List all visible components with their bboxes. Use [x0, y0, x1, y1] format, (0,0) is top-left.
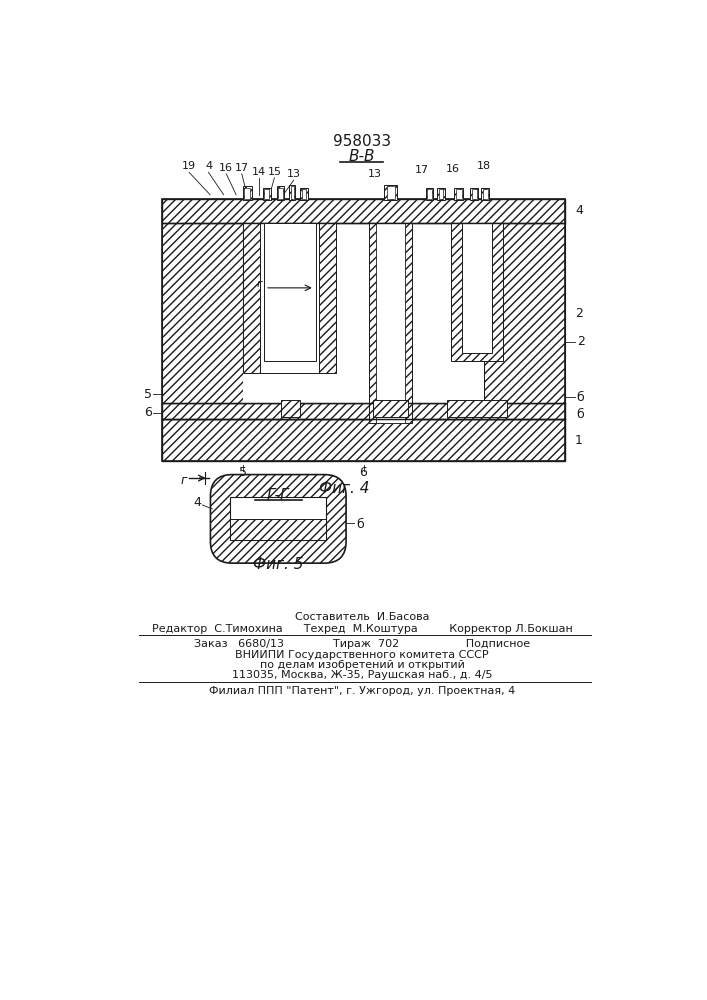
- Text: 16: 16: [219, 163, 233, 173]
- Bar: [300, 188, 308, 200]
- Bar: [472, 189, 477, 199]
- Bar: [264, 189, 269, 199]
- Text: 4: 4: [193, 496, 201, 509]
- Text: Редактор  С.Тимохина      Техред  М.Коштура         Корректор Л.Бокшан: Редактор С.Тимохина Техред М.Коштура Кор…: [151, 624, 573, 634]
- Text: 2: 2: [577, 335, 585, 348]
- Text: б: б: [356, 518, 363, 531]
- Bar: [448, 400, 507, 417]
- Text: 5: 5: [240, 466, 247, 479]
- Text: ВНИИПИ Государственного комитета СССР: ВНИИПИ Государственного комитета СССР: [235, 650, 489, 660]
- Bar: [230, 497, 327, 540]
- Bar: [264, 223, 316, 361]
- Bar: [162, 223, 243, 403]
- Text: В-В: В-В: [349, 149, 375, 164]
- Bar: [289, 185, 296, 200]
- Bar: [276, 186, 284, 200]
- Bar: [162, 199, 565, 461]
- Bar: [426, 188, 433, 200]
- Bar: [260, 223, 320, 373]
- Text: Филиал ППП "Патент", г. Ужгород, ул. Проектная, 4: Филиал ППП "Патент", г. Ужгород, ул. Про…: [209, 686, 515, 696]
- Text: 18: 18: [477, 161, 491, 171]
- Text: 4: 4: [575, 204, 583, 217]
- Bar: [451, 223, 503, 361]
- Bar: [387, 186, 395, 199]
- Text: Г-Г: Г-Г: [267, 488, 289, 503]
- Text: 113035, Москва, Ж-35, Раушская наб., д. 4/5: 113035, Москва, Ж-35, Раушская наб., д. …: [232, 670, 492, 680]
- Text: 17: 17: [235, 163, 249, 173]
- Text: г: г: [181, 474, 187, 487]
- Bar: [301, 189, 306, 199]
- Bar: [454, 188, 464, 200]
- Bar: [279, 188, 283, 199]
- Text: Фиг. 4: Фиг. 4: [319, 481, 369, 496]
- Bar: [243, 186, 252, 200]
- Bar: [243, 223, 484, 403]
- Text: 15: 15: [267, 167, 281, 177]
- Text: Заказ   6680/13              Тираж  702                   Подписное: Заказ 6680/13 Тираж 702 Подписное: [194, 639, 530, 649]
- Bar: [373, 400, 409, 417]
- Bar: [162, 419, 565, 461]
- Bar: [470, 188, 478, 200]
- FancyBboxPatch shape: [211, 475, 346, 563]
- Bar: [263, 188, 271, 200]
- Bar: [438, 189, 443, 199]
- Bar: [291, 186, 293, 199]
- Text: 6: 6: [144, 406, 152, 419]
- Bar: [376, 223, 405, 423]
- Text: Фиг. 5: Фиг. 5: [253, 557, 303, 572]
- Bar: [456, 189, 462, 199]
- Text: 6: 6: [360, 466, 368, 479]
- Bar: [162, 199, 565, 223]
- Bar: [243, 223, 337, 373]
- Text: 1: 1: [575, 434, 583, 447]
- Text: 4: 4: [205, 161, 212, 171]
- Bar: [437, 188, 445, 200]
- Text: 19: 19: [182, 161, 196, 171]
- Text: 958033: 958033: [333, 134, 391, 149]
- Text: б: б: [577, 408, 585, 421]
- Text: б: б: [577, 391, 585, 404]
- Text: 5: 5: [144, 388, 152, 401]
- Bar: [484, 223, 565, 403]
- Bar: [244, 188, 250, 199]
- Bar: [462, 223, 492, 353]
- Text: по делам изобретений и открытий: по делам изобретений и открытий: [259, 660, 464, 670]
- Text: г: г: [256, 279, 262, 289]
- Text: 13: 13: [287, 169, 300, 179]
- Text: 2: 2: [575, 307, 583, 320]
- Bar: [481, 188, 489, 200]
- Text: 14: 14: [252, 167, 266, 177]
- Bar: [230, 519, 327, 540]
- Text: 13: 13: [368, 169, 382, 179]
- Bar: [162, 403, 565, 419]
- Bar: [281, 400, 300, 417]
- Bar: [483, 189, 488, 199]
- Text: 17: 17: [414, 165, 428, 175]
- Text: Составитель  И.Басова: Составитель И.Басова: [295, 612, 429, 622]
- Text: 16: 16: [445, 164, 460, 174]
- Bar: [369, 223, 412, 423]
- Bar: [427, 189, 432, 199]
- Bar: [385, 185, 397, 200]
